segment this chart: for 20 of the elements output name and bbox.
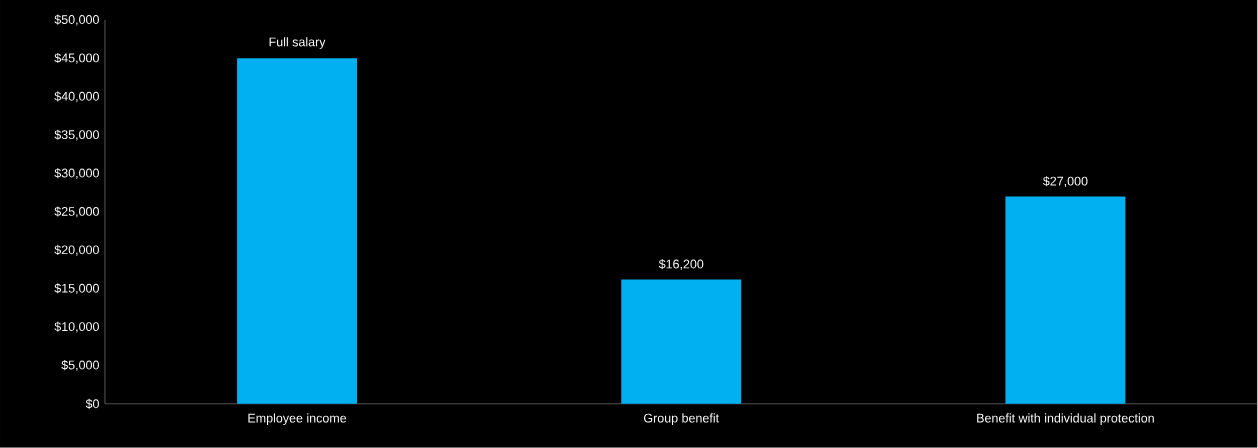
y-tick-label: $5,000 xyxy=(61,360,99,371)
data-label: Full salary xyxy=(269,37,326,49)
y-tick-label: $15,000 xyxy=(54,283,99,295)
y-tick-label: $50,000 xyxy=(54,14,99,26)
x-tick-label: Employee income xyxy=(248,413,347,426)
x-tick-label: Group benefit xyxy=(644,413,719,426)
x-tick-label: Benefit with individual protection xyxy=(977,413,1154,426)
data-label: $16,200 xyxy=(658,259,704,271)
y-tick-label: $30,000 xyxy=(54,168,99,180)
y-tick-label: $25,000 xyxy=(54,206,99,218)
bar xyxy=(237,58,358,404)
bar xyxy=(621,279,742,404)
y-tick-label: $0 xyxy=(85,398,99,409)
y-tick-label: $10,000 xyxy=(54,321,99,333)
y-tick-label: $35,000 xyxy=(54,129,99,141)
data-label: $27,000 xyxy=(1042,176,1088,188)
bar xyxy=(1005,196,1126,404)
y-tick-label: $45,000 xyxy=(54,53,99,64)
y-tick-label: $20,000 xyxy=(54,244,99,256)
y-tick-label: $40,000 xyxy=(54,91,99,103)
